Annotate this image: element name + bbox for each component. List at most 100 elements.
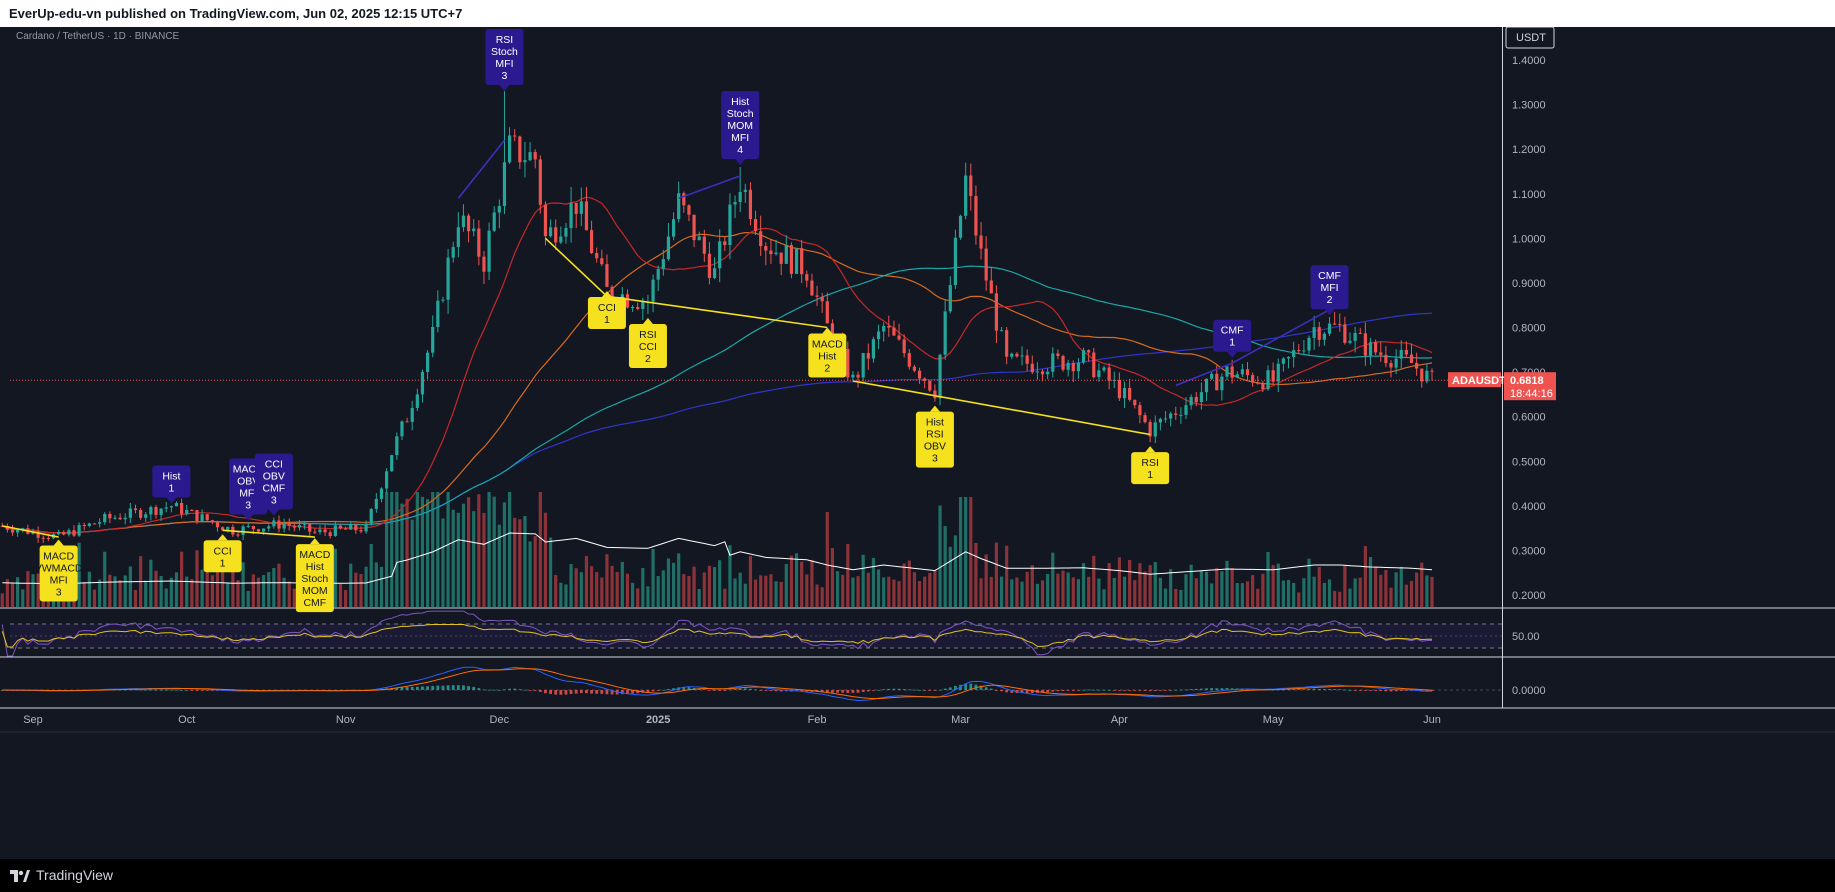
- candle: [1225, 366, 1229, 377]
- candle: [395, 436, 399, 456]
- macd-histogram-bar: [1128, 690, 1132, 691]
- macd-histogram-bar: [1030, 690, 1034, 694]
- candle: [1005, 330, 1009, 357]
- volume-bar: [1368, 557, 1373, 607]
- volume-bar: [513, 517, 517, 607]
- volume-bar: [1102, 589, 1106, 607]
- candle: [589, 230, 594, 254]
- rsi-line: [1, 610, 1432, 657]
- candle: [1363, 333, 1367, 356]
- volume-bar: [1153, 562, 1157, 607]
- rsi-pane[interactable]: 50.00: [1, 610, 1540, 657]
- volume-bar: [369, 544, 373, 607]
- volume-bar: [861, 554, 865, 607]
- time-axis[interactable]: Sep Oct Nov Dec 2025 Feb Mar Apr May Jun: [23, 714, 1441, 726]
- candle: [584, 201, 589, 231]
- candle: [308, 524, 312, 532]
- volume-bar: [354, 572, 358, 607]
- volume-bar: [1210, 583, 1214, 607]
- volume-bar: [1076, 579, 1081, 607]
- currency-button[interactable]: USDT: [1505, 26, 1555, 49]
- volume-bar: [1158, 577, 1162, 607]
- candle: [1035, 371, 1040, 373]
- volume-bar: [794, 553, 799, 607]
- volume-bar: [1169, 569, 1173, 607]
- candle: [733, 202, 737, 205]
- macd-histogram-bar: [749, 688, 752, 690]
- macd-histogram-bar: [718, 690, 722, 691]
- candle: [564, 228, 568, 237]
- macd-histogram-bar: [523, 689, 527, 691]
- rsi-ma-line: [1, 624, 1432, 648]
- macd-histogram-bar: [200, 690, 204, 691]
- macd-histogram-bar: [1164, 690, 1167, 691]
- macd-histogram-bar: [467, 686, 470, 690]
- volume-bar: [1420, 562, 1424, 607]
- candle: [805, 274, 809, 281]
- candle: [917, 370, 922, 379]
- candle: [1276, 363, 1280, 382]
- macd-histogram-bar: [569, 690, 573, 694]
- macd-histogram-bar: [882, 689, 886, 691]
- candle: [174, 502, 179, 507]
- candle: [928, 380, 932, 391]
- price-axis[interactable]: 1.4000 1.3000 1.2000 1.1000 1.0000 0.9000 0.80…: [1512, 55, 1546, 602]
- candle: [815, 295, 819, 297]
- candle: [974, 195, 978, 236]
- chart-area[interactable]: 1.4000 1.3000 1.2000 1.1000 1.0000 0.9000 0.80…: [0, 26, 1835, 859]
- volume-bar: [1184, 574, 1188, 607]
- volume-bar: [923, 576, 927, 607]
- volume-bar: [548, 537, 553, 607]
- volume-ma-line: [2, 532, 1433, 585]
- macd-histogram-bar: [948, 687, 952, 690]
- macd-histogram-bar: [128, 689, 132, 691]
- candle: [554, 227, 558, 243]
- volume-bar: [1174, 588, 1178, 607]
- macd-histogram-bar: [979, 685, 983, 690]
- candle: [912, 366, 917, 371]
- divergence-lines: [2, 139, 1330, 538]
- candle: [1128, 387, 1132, 400]
- volume-bar: [907, 560, 911, 607]
- volume-bar: [533, 536, 537, 607]
- annotation-text: MFI: [495, 58, 513, 70]
- candle: [1153, 422, 1157, 437]
- volume-bar: [1322, 582, 1326, 607]
- macd-histogram-bar: [549, 690, 552, 694]
- volume-bar: [1271, 565, 1275, 607]
- volume-bar: [1051, 552, 1055, 607]
- annotation-text: CCI: [265, 459, 283, 471]
- candle: [666, 236, 671, 260]
- volume-bar: [118, 580, 122, 607]
- volume-bar: [1312, 576, 1316, 607]
- candle: [671, 219, 676, 237]
- volume-bar: [820, 587, 824, 607]
- volume-bar: [1204, 571, 1209, 607]
- candle: [579, 201, 583, 214]
- candle: [246, 525, 250, 527]
- candle: [774, 252, 778, 255]
- tradingview-logo[interactable]: TradingView: [10, 859, 113, 892]
- candle: [1251, 375, 1255, 383]
- candle: [902, 339, 906, 354]
- volume-bar: [1399, 566, 1403, 607]
- macd-histogram-bar: [656, 690, 660, 691]
- macd-histogram-bar: [872, 690, 875, 691]
- volume-bar: [846, 543, 850, 607]
- volume-bar: [774, 581, 778, 607]
- candle: [989, 280, 993, 294]
- price-chart[interactable]: 1.4000 1.3000 1.2000 1.1000 1.0000 0.9000 0.80…: [0, 26, 1835, 859]
- candle: [1051, 353, 1055, 372]
- macd-pane[interactable]: 0.0000: [0, 666, 1546, 702]
- volume-bar: [784, 564, 788, 607]
- candle: [953, 237, 958, 286]
- candle: [287, 523, 291, 526]
- candle: [200, 514, 204, 521]
- volume-bar: [630, 582, 635, 607]
- volume-bar: [1251, 575, 1255, 607]
- macd-histogram-bar: [477, 688, 481, 690]
- candle: [712, 268, 717, 279]
